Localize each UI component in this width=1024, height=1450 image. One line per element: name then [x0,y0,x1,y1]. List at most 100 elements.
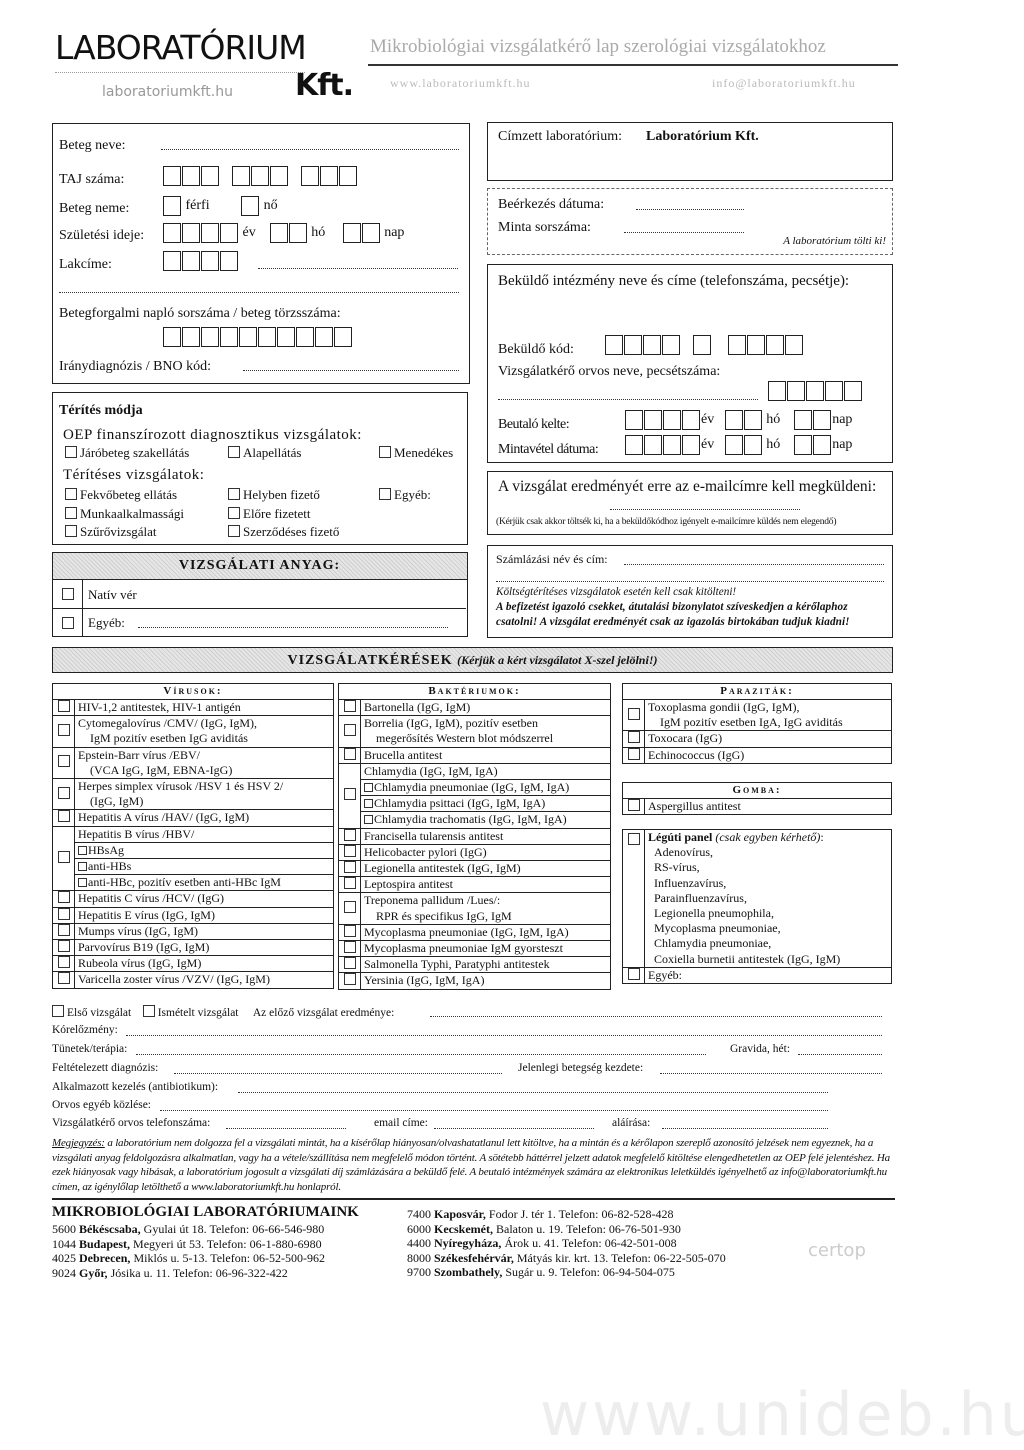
test-row[interactable]: Hepatitis B vírus /HBV/ [52,825,334,892]
checkbox[interactable] [338,762,361,829]
checkbox[interactable] [622,698,645,732]
test-row[interactable]: Legionella antitestek (IgG, IgM) [338,860,611,878]
taj-field[interactable] [163,166,358,186]
test-row[interactable]: Varicella zoster vírus /VZV/ (IgG, IgM) [52,971,334,989]
checkbox[interactable] [338,940,361,958]
test-row[interactable]: Bartonella (IgG, IgM) [338,698,611,717]
checkbox[interactable] [338,972,361,990]
respiratory-panel-row[interactable]: Légúti panel (csak egyben kérhető): Adeno… [622,829,892,968]
paid-option-7[interactable]: Szerződéses fizető [228,524,339,540]
oep-option-1[interactable]: Járóbeteg szakellátás [65,445,189,461]
paid-option-2[interactable]: Helyben fizető [228,487,320,503]
paid-option-3[interactable]: Egyéb: [379,487,431,503]
zip-field[interactable] [163,251,239,271]
paid-option-5[interactable]: Előre fizetett [228,506,311,522]
test-row[interactable]: Aspergillus antitest [622,797,892,816]
test-row[interactable]: Mumps vírus (IgG, IgM) [52,922,334,941]
checkbox[interactable] [52,906,75,924]
test-row[interactable]: Chlamydia (IgG, IgM, IgA) [338,762,611,829]
doctor-stamp-field[interactable] [768,381,863,401]
checkbox[interactable] [338,892,361,925]
checkbox[interactable] [622,797,645,816]
test-row[interactable]: Yersinia (IgG, IgM, IgA) [338,972,611,990]
test-row[interactable]: Helicobacter pylori (IgG) [338,843,611,862]
sub-test-row[interactable]: HBsAg [53,841,334,860]
arrival-date-field[interactable] [636,209,744,210]
checkbox[interactable] [52,825,75,892]
checkbox[interactable] [338,860,361,878]
checkbox[interactable] [52,715,75,748]
checkbox[interactable] [52,939,75,957]
sender-code-field[interactable] [605,335,804,355]
billing-field-2[interactable] [496,581,884,582]
suspected-field[interactable] [174,1073,502,1074]
email-field[interactable] [434,1128,594,1129]
checkbox[interactable] [52,955,75,973]
billing-field[interactable] [624,564,884,565]
history-field[interactable] [126,1035,882,1036]
patient-name-field[interactable] [161,149,459,150]
checkbox[interactable] [52,746,75,780]
checkbox[interactable] [622,829,645,968]
address-field-2[interactable] [59,292,459,293]
signature-field[interactable] [662,1128,828,1129]
checkbox[interactable] [52,698,75,717]
checkbox[interactable] [622,730,645,748]
test-row[interactable]: Rubeola vírus (IgG, IgM) [52,955,334,973]
paid-option-1[interactable]: Fekvőbeteg ellátás [65,487,177,503]
oep-option-2[interactable]: Alapellátás [228,445,301,461]
paid-option-6[interactable]: Szűrővizsgálat [65,524,157,540]
sampling-date-field[interactable]: év hó nap [625,435,852,455]
test-row[interactable]: Mycoplasma pneumoniae (IgG, IgM, IgA) [338,923,611,942]
symptoms-field[interactable] [136,1054,706,1055]
log-field[interactable] [163,327,353,347]
test-row[interactable]: Francisella tularensis antitest [338,827,611,845]
sub-test-row[interactable]: Chlamydia psittaci (IgG, IgM, IgA) [339,795,611,813]
checkbox[interactable] [52,971,75,989]
test-row[interactable]: Hepatitis E vírus (IgG, IgM) [52,906,334,924]
checkbox[interactable] [338,715,361,748]
checkbox[interactable] [338,956,361,974]
checkbox[interactable] [338,746,361,764]
test-row[interactable]: Epstein-Barr vírus /EBV/ (VCA IgG, IgM, … [52,746,334,780]
female-checkbox[interactable] [241,196,260,216]
email-result-field[interactable] [610,509,800,510]
sub-test-row[interactable]: Chlamydia trachomatis (IgG, IgM, IgA) [339,811,611,829]
test-row[interactable]: Hepatitis C vírus /HCV/ (IgG) [52,890,334,908]
checkbox[interactable] [622,966,645,985]
test-row[interactable]: Mycoplasma pneumoniae IgM gyorsteszt [338,940,611,958]
prev-result-field[interactable] [430,1016,882,1017]
test-row[interactable]: Borrelia (IgG, IgM), pozitív esetben meg… [338,715,611,748]
gravida-field[interactable] [798,1054,882,1055]
doctor-note-field[interactable] [160,1110,828,1111]
checkbox[interactable] [52,809,75,827]
checkbox[interactable] [52,922,75,941]
checkbox[interactable] [52,778,75,811]
test-row[interactable]: Cytomegalovírus /CMV/ (IgG, IgM), IgM po… [52,715,334,748]
test-row[interactable]: Echinococcus (IgG) [622,746,892,764]
repeat-exam-checkbox[interactable] [142,1005,155,1017]
test-row[interactable]: Toxoplasma gondii (IgG, IgM), IgM pozití… [622,698,892,732]
male-checkbox[interactable] [163,196,181,216]
checkbox[interactable] [338,876,361,894]
checkbox[interactable] [622,746,645,764]
address-field[interactable] [258,268,458,269]
sub-test-row[interactable]: Chlamydia pneumoniae (IgG, IgM, IgA) [339,779,611,797]
birth-date-field[interactable]: év hó nap [163,223,404,243]
phone-field[interactable] [226,1128,346,1129]
test-row[interactable]: Herpes simplex vírusok /HSV 1 és HSV 2/ … [52,778,334,811]
test-row[interactable]: Salmonella Typhi, Paratyphi antitestek [338,956,611,974]
test-row[interactable]: HIV-1,2 antitestek, HIV-1 antigén [52,698,334,717]
sub-test-row[interactable]: anti-HBs [53,858,334,876]
test-row[interactable]: Hepatitis A vírus /HAV/ (IgG, IgM) [52,809,334,827]
test-row[interactable]: Toxocara (IgG) [622,730,892,748]
doctor-field[interactable] [498,399,758,400]
material-option-1[interactable]: Natív vér [53,580,466,609]
test-row[interactable]: Leptospira antitest [338,876,611,894]
checkbox[interactable] [338,923,361,942]
oep-option-3[interactable]: Menedékes [379,445,453,461]
test-row[interactable]: Parvovírus B19 (IgG, IgM) [52,939,334,957]
serial-field[interactable] [624,232,744,233]
checkbox[interactable] [338,698,361,717]
treatment-field[interactable] [238,1092,828,1093]
